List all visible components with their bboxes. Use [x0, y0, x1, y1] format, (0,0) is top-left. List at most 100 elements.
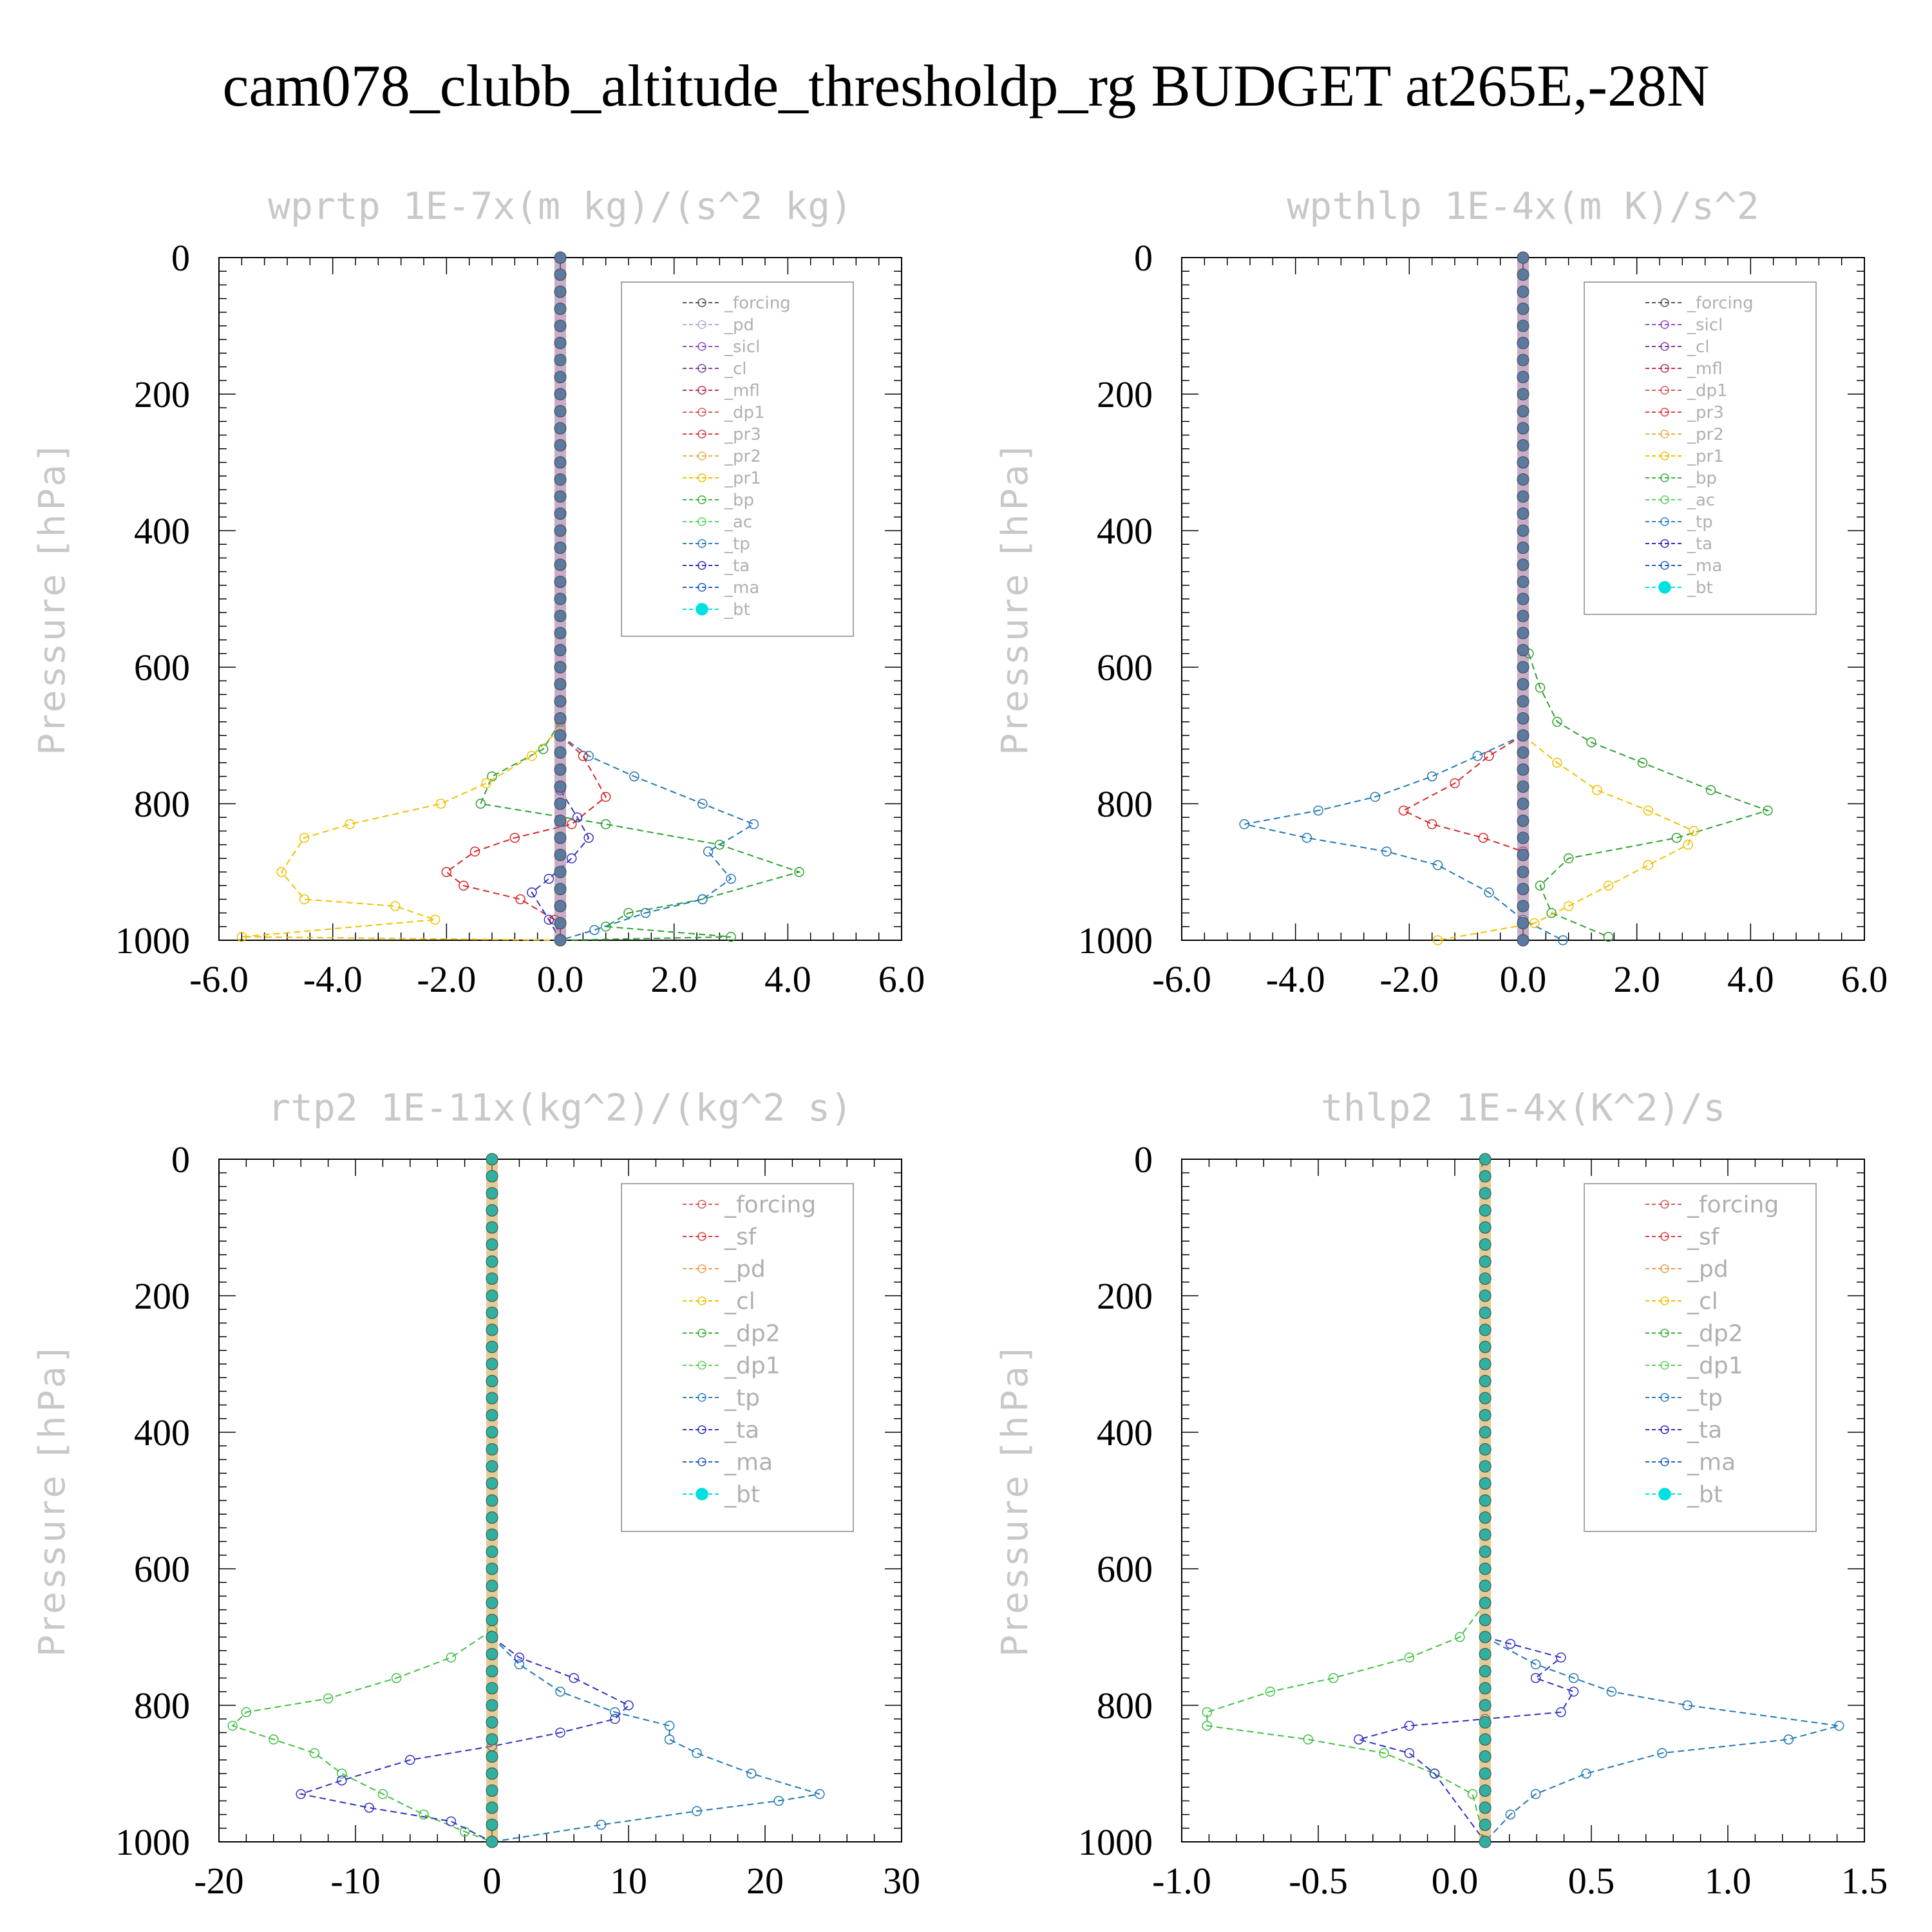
- zero-marker: [554, 422, 567, 435]
- y-tick-label: 1000: [1078, 920, 1153, 961]
- data-point: [527, 887, 537, 898]
- legend-marker: [1660, 342, 1669, 351]
- data-point: [419, 1809, 429, 1820]
- data-point: [1379, 1748, 1389, 1758]
- data-point: [566, 819, 577, 829]
- legend-entry: _pd: [724, 316, 754, 335]
- data-point: [1303, 1734, 1314, 1745]
- data-point: [1552, 717, 1562, 727]
- data-point: [1657, 1748, 1667, 1758]
- zero-marker: [1479, 1494, 1492, 1507]
- y-tick-label: 600: [134, 1548, 190, 1590]
- data-point: [1556, 1653, 1566, 1663]
- legend-entry: _tp: [1687, 1385, 1723, 1412]
- zero-marker: [1479, 1819, 1492, 1831]
- data-point: [566, 853, 577, 864]
- legend-marker: [1660, 517, 1669, 526]
- y-tick-label: 1000: [1078, 1821, 1153, 1863]
- zero-marker: [554, 644, 567, 656]
- legend-marker: [1660, 473, 1669, 482]
- legend-marker: [697, 364, 706, 373]
- zero-marker: [554, 729, 567, 742]
- legend-entry: _ta: [724, 1417, 759, 1444]
- data-point: [815, 1789, 825, 1799]
- legend-marker: [1660, 1264, 1669, 1273]
- data-point: [405, 1755, 415, 1765]
- legend-marker: [697, 473, 706, 482]
- y-axis-label: Pressure [hPa]: [32, 1344, 73, 1657]
- data-point: [1606, 1687, 1617, 1697]
- zero-marker: [486, 1835, 498, 1848]
- legend-marker: [1660, 1329, 1669, 1338]
- data-point: [527, 751, 537, 761]
- zero-marker: [554, 781, 567, 793]
- data-point: [1381, 846, 1392, 857]
- legend-marker: [696, 1488, 708, 1501]
- data-point: [337, 1768, 347, 1779]
- data-point: [459, 880, 469, 891]
- zero-marker: [554, 934, 567, 947]
- x-tick-label: -2.0: [417, 958, 476, 1000]
- data-point: [1705, 785, 1716, 795]
- zero-marker: [486, 1614, 498, 1626]
- x-tick-label: 4.0: [1727, 958, 1774, 1000]
- data-point: [459, 1826, 470, 1837]
- data-point: [596, 1819, 607, 1830]
- zero-marker: [486, 1562, 498, 1575]
- zero-marker: [486, 1631, 498, 1643]
- zero-marker: [486, 1801, 498, 1814]
- zero-marker: [486, 1238, 498, 1251]
- data-point: [1354, 1734, 1364, 1745]
- legend-marker: [697, 430, 706, 439]
- legend-entry: _pd: [724, 1256, 766, 1283]
- zero-marker: [554, 507, 567, 520]
- legend-entry: _ma: [1687, 1450, 1736, 1476]
- legend-marker: [697, 517, 706, 526]
- legend-marker: [1660, 320, 1669, 329]
- data-point: [623, 1700, 634, 1710]
- x-tick-label: 0.0: [1432, 1860, 1479, 1902]
- zero-marker: [1479, 1289, 1492, 1302]
- data-point: [664, 1734, 675, 1745]
- x-tick-label: -4.0: [1266, 958, 1325, 1000]
- data-point: [794, 867, 804, 877]
- zero-marker: [1479, 1426, 1492, 1439]
- data-point: [1833, 1721, 1844, 1731]
- data-point: [515, 894, 526, 905]
- zero-marker: [554, 439, 567, 451]
- data-point: [1563, 901, 1574, 911]
- data-point: [337, 1775, 347, 1786]
- data-point: [1581, 1768, 1591, 1779]
- zero-marker: [1517, 866, 1530, 878]
- zero-marker: [1479, 1392, 1492, 1405]
- data-point: [697, 894, 708, 905]
- x-tick-label: -10: [330, 1860, 380, 1902]
- zero-marker: [1517, 849, 1530, 861]
- zero-marker: [1517, 729, 1530, 742]
- data-point: [1484, 751, 1494, 761]
- legend-marker: [697, 539, 706, 548]
- series-line-tp: [560, 735, 755, 941]
- data-point: [773, 1795, 784, 1806]
- legend-entry: _cl: [1687, 337, 1710, 357]
- series-line-dp1: [1206, 1602, 1486, 1842]
- data-point: [692, 1748, 702, 1758]
- zero-marker: [554, 900, 567, 913]
- zero-marker: [486, 1204, 498, 1217]
- data-point: [1450, 778, 1460, 788]
- zero-marker: [1479, 1528, 1492, 1541]
- data-point: [1529, 918, 1540, 929]
- data-point: [1683, 839, 1693, 850]
- zero-marker: [554, 524, 567, 537]
- chart-title: rtp2 1E-11x(kg^2)/(kg^2 s): [268, 1086, 853, 1130]
- data-point: [390, 901, 401, 911]
- data-point: [1398, 805, 1409, 816]
- data-point: [1432, 935, 1443, 945]
- zero-marker: [554, 269, 567, 281]
- legend-marker: [696, 603, 708, 616]
- legend-marker: [1660, 495, 1669, 504]
- legend-entry: _ta: [1687, 1417, 1722, 1444]
- zero-marker: [486, 1733, 498, 1746]
- zero-marker: [1479, 1409, 1492, 1421]
- data-point: [1404, 1653, 1415, 1663]
